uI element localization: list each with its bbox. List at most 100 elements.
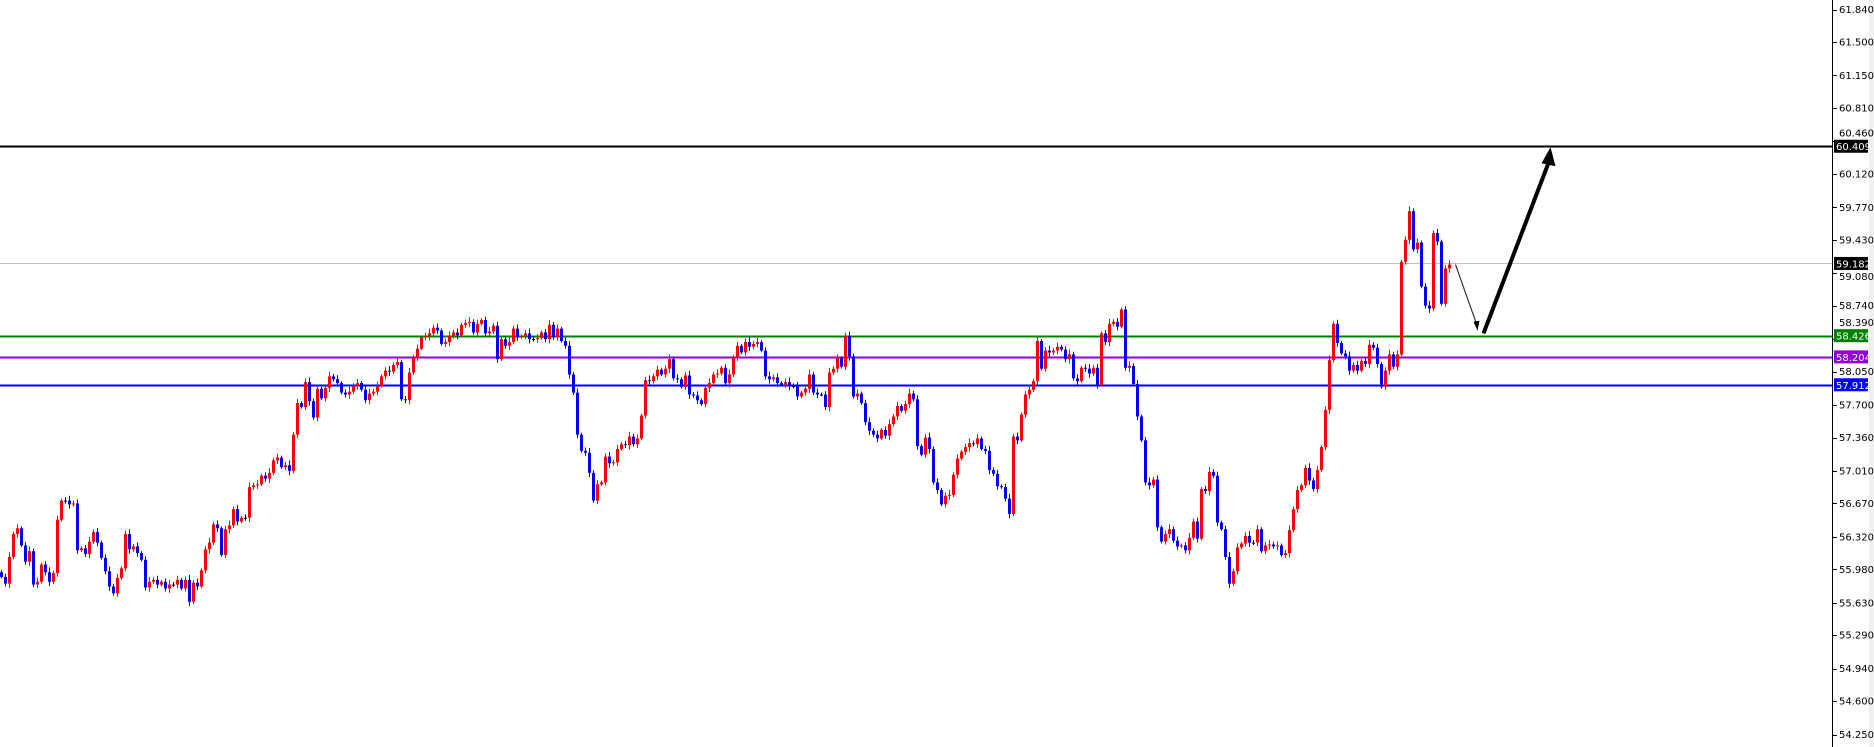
- candle-body: [552, 324, 555, 338]
- candle-body: [1096, 367, 1099, 385]
- candle: [780, 381, 783, 387]
- candle: [572, 371, 575, 395]
- candle: [316, 384, 319, 422]
- candle: [996, 469, 999, 490]
- candle: [768, 371, 771, 384]
- candle-body: [100, 542, 103, 558]
- candle: [1020, 412, 1023, 443]
- candle-body: [1208, 471, 1211, 491]
- candle: [444, 338, 447, 347]
- candle: [1164, 530, 1167, 545]
- candle: [260, 473, 263, 487]
- tick-label: 57.360: [1839, 433, 1874, 444]
- candle: [152, 577, 155, 585]
- price-tag-background: [1834, 256, 1868, 270]
- candle-body: [532, 339, 535, 341]
- candle: [932, 446, 935, 485]
- candle-body: [1092, 367, 1095, 374]
- candle: [1240, 541, 1243, 550]
- candle: [1204, 485, 1207, 495]
- candle: [896, 401, 899, 421]
- candle-body: [796, 385, 799, 397]
- candle: [1360, 359, 1363, 373]
- down-projection-line[interactable]: [1454, 264, 1479, 327]
- candle-body: [24, 545, 27, 562]
- candle-body: [1124, 309, 1127, 368]
- candle: [592, 470, 595, 503]
- candle-body: [668, 359, 671, 369]
- candle-body: [928, 437, 931, 449]
- candle-body: [516, 328, 519, 338]
- candle-body: [604, 456, 607, 483]
- candle-body: [788, 382, 791, 386]
- candle: [900, 404, 903, 413]
- candle: [1064, 346, 1067, 363]
- candle-body: [4, 576, 7, 584]
- candle: [1356, 360, 1359, 375]
- candle-body: [440, 330, 443, 344]
- candle: [1344, 350, 1347, 360]
- candle: [736, 341, 739, 361]
- candle: [200, 568, 203, 589]
- candle-body: [272, 460, 275, 473]
- candle-body: [200, 570, 203, 587]
- candle-body: [924, 437, 927, 455]
- candle-body: [960, 451, 963, 459]
- candle-body: [40, 564, 43, 582]
- candle: [116, 573, 119, 597]
- candle: [1284, 549, 1287, 559]
- candle-body: [1188, 537, 1191, 551]
- candle-body: [848, 336, 851, 357]
- candle: [824, 391, 827, 410]
- candle: [1368, 340, 1371, 369]
- candle: [944, 492, 947, 508]
- candle: [1136, 379, 1139, 421]
- candle: [292, 432, 295, 474]
- candle: [1272, 541, 1275, 549]
- candle: [804, 385, 807, 396]
- candle-body: [964, 447, 967, 452]
- candle-body: [724, 367, 727, 384]
- tick-label: 56.670: [1839, 499, 1874, 510]
- candle-body: [20, 528, 23, 546]
- candle-body: [484, 320, 487, 334]
- candle: [1440, 239, 1443, 306]
- candle: [104, 554, 107, 575]
- candle-body: [820, 394, 823, 396]
- candle-body: [1332, 323, 1335, 361]
- candle-body: [1220, 522, 1223, 530]
- candle: [828, 367, 831, 412]
- candle-body: [952, 474, 955, 495]
- up-projection-arrow[interactable]: [1481, 159, 1552, 335]
- candle-body: [172, 584, 175, 586]
- candle-body: [156, 579, 159, 585]
- candle: [364, 386, 367, 404]
- candle: [240, 515, 243, 524]
- candle: [984, 445, 987, 454]
- candle-body: [500, 339, 503, 360]
- candle-body: [556, 328, 559, 338]
- candle: [80, 546, 83, 552]
- candle-body: [1256, 529, 1259, 543]
- candle-body: [700, 400, 703, 405]
- candle-body: [76, 503, 79, 551]
- tick-label: 61.150: [1839, 71, 1874, 82]
- candle: [860, 391, 863, 405]
- candle: [1408, 206, 1411, 245]
- candle-body: [652, 376, 655, 382]
- candle-body: [1152, 479, 1155, 486]
- candle: [832, 366, 835, 375]
- candle-body: [1320, 447, 1323, 470]
- candle: [224, 525, 227, 559]
- candle-body: [332, 376, 335, 380]
- candle: [320, 386, 323, 401]
- candle: [1072, 351, 1075, 381]
- candle-body: [1184, 545, 1187, 551]
- candle: [280, 455, 283, 469]
- candle: [852, 353, 855, 399]
- candle-body: [472, 321, 475, 333]
- candle: [400, 360, 403, 402]
- candle-body: [1300, 485, 1303, 491]
- candle-body: [1044, 350, 1047, 369]
